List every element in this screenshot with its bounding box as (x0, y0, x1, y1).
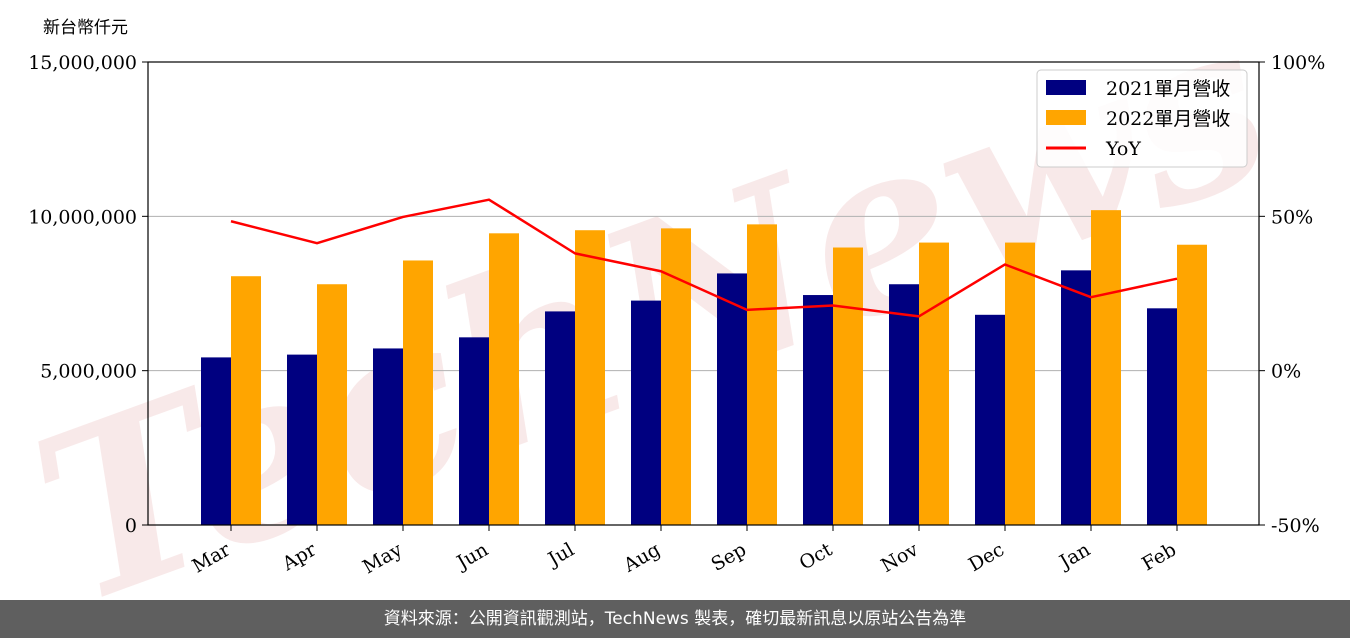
bar-2021單月營收-Feb (1147, 308, 1177, 525)
source-footer: 資料來源：公開資訊觀測站，TechNews 製表，確切最新訊息以原站公告為準 (0, 600, 1350, 638)
left-tick-label: 0 (125, 515, 137, 537)
bar-2021單月營收-Mar (201, 357, 231, 525)
bar-2021單月營收-Nov (889, 284, 919, 525)
bar-2022單月營收-May (403, 260, 433, 525)
bar-2021單月營收-Jan (1061, 270, 1091, 525)
x-tick-label-Feb: Feb (1138, 539, 1180, 576)
bar-2022單月營收-Dec (1005, 243, 1035, 525)
bar-2022單月營收-Sep (747, 224, 777, 525)
bar-2021單月營收-Jun (459, 337, 489, 525)
legend-label-2021單月營收: 2021單月營收 (1106, 78, 1230, 100)
x-tick-label-Jun: Jun (451, 539, 492, 575)
x-tick-label-Nov: Nov (877, 538, 922, 577)
x-tick-label-Dec: Dec (965, 539, 1008, 577)
bar-2022單月營收-Jul (575, 230, 605, 525)
right-tick-label: 0% (1271, 361, 1301, 383)
legend-swatch-2022單月營收 (1046, 110, 1086, 125)
right-tick-label: 100% (1271, 52, 1325, 74)
x-tick-label-Aug: Aug (619, 539, 664, 578)
bar-2022單月營收-Jan (1091, 210, 1121, 525)
bar-2022單月營收-Mar (231, 276, 261, 525)
x-tick-label-Jan: Jan (1054, 539, 1094, 575)
bar-2022單月營收-Nov (919, 243, 949, 525)
bar-2021單月營收-Dec (975, 315, 1005, 525)
bar-2021單月營收-Aug (631, 301, 661, 525)
right-tick-label: 50% (1271, 206, 1313, 228)
x-tick-label-Oct: Oct (796, 538, 837, 574)
legend-label-2022單月營收: 2022單月營收 (1106, 108, 1230, 130)
bar-2022單月營收-Feb (1177, 245, 1207, 525)
right-tick-label: -50% (1271, 515, 1320, 537)
left-tick-label: 10,000,000 (28, 206, 137, 228)
bar-2021單月營收-May (373, 348, 403, 525)
x-tick-label-Sep: Sep (707, 539, 750, 576)
y-axis-unit-label: 新台幣仟元 (43, 18, 128, 38)
bar-2021單月營收-Sep (717, 273, 747, 525)
left-tick-label: 15,000,000 (28, 52, 137, 74)
bar-2022單月營收-Oct (833, 248, 863, 525)
bar-2022單月營收-Apr (317, 284, 347, 525)
bar-2021單月營收-Oct (803, 295, 833, 525)
bar-2021單月營收-Jul (545, 311, 575, 525)
bar-2021單月營收-Apr (287, 355, 317, 525)
bar-2022單月營收-Jun (489, 233, 519, 525)
left-tick-label: 5,000,000 (40, 361, 137, 383)
legend-label-YoY: YoY (1105, 138, 1141, 160)
chart-canvas: TechNews 新台幣仟元05,000,00010,000,00015,000… (0, 0, 1350, 600)
x-tick-label-Jul: Jul (543, 539, 578, 572)
legend-swatch-2021單月營收 (1046, 80, 1086, 95)
